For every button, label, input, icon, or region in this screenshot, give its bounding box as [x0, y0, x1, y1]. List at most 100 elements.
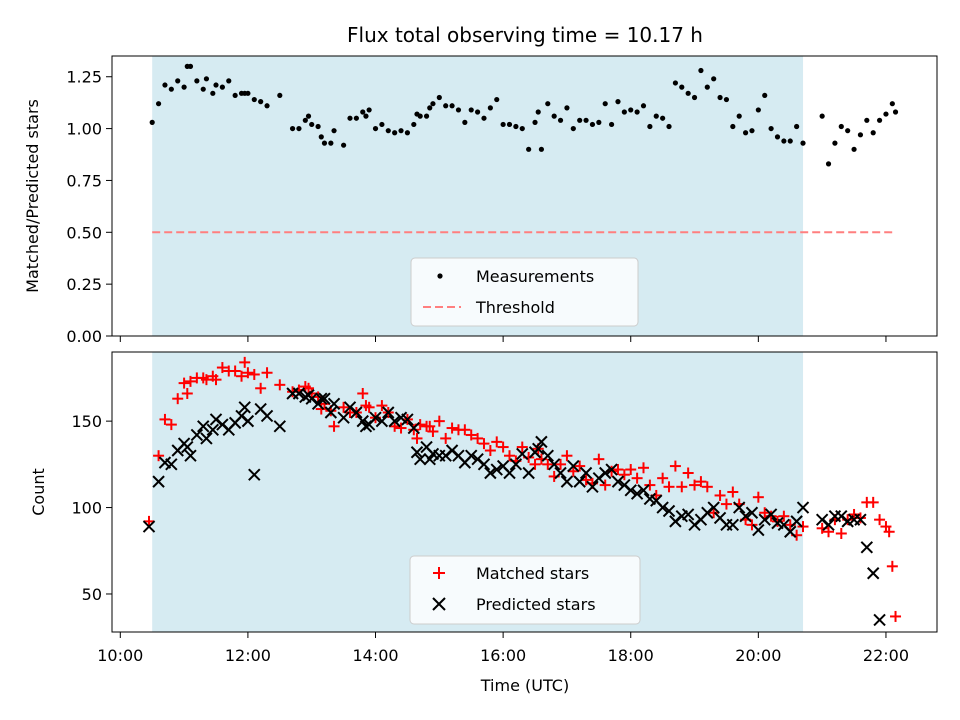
predicted-star-point [273, 420, 287, 433]
measurement-point [296, 125, 302, 132]
measurement-point [277, 92, 283, 99]
predicted-star-point [732, 501, 746, 514]
measurement-point [832, 140, 838, 146]
measurement-point [621, 109, 627, 115]
matched-star-point [478, 438, 490, 450]
matched-star-point [599, 479, 611, 491]
predicted-star-point [190, 428, 204, 442]
measurement-point [723, 96, 730, 103]
top-y-axis: 0.00 0.25 0.50 0.75 1.00 1.25 [66, 68, 112, 346]
matched-star-point [618, 469, 630, 481]
measurement-point [321, 140, 328, 146]
measurement-point [685, 90, 691, 96]
predicted-star-point [611, 475, 625, 488]
predicted-star-point [745, 506, 759, 519]
predicted-star-point [605, 463, 618, 476]
measurement-point [876, 117, 883, 123]
top-y-label: Matched/Predicted stars [23, 99, 42, 293]
matched-star-point [625, 464, 637, 476]
matched-star-point [890, 610, 902, 622]
measurement-point [557, 117, 564, 123]
predicted-star-point [248, 468, 261, 481]
measurement-point [331, 128, 337, 134]
bottom-panel: 50 100 150 10:00 12:00 14:00 16:00 18:00 20:00 2… [29, 351, 938, 695]
measurement-point [892, 109, 899, 115]
measurement-point [309, 121, 315, 128]
measurement-point [302, 117, 308, 123]
matched-star-point [883, 526, 895, 538]
predicted-star-point [624, 484, 637, 497]
measurement-point [411, 121, 417, 128]
measurement-point [200, 86, 206, 92]
measurement-point [213, 82, 219, 88]
predicted-star-point [388, 414, 401, 428]
measurement-point [468, 107, 474, 113]
measurement-point [162, 82, 168, 88]
predicted-star-point [465, 449, 478, 462]
measurement-point [704, 84, 710, 90]
predicted-star-point [516, 447, 529, 461]
matched-star-point [184, 375, 196, 387]
legend-predicted-label: Predicted stars [476, 595, 596, 614]
measurement-point [318, 134, 324, 140]
predicted-star-point [796, 501, 810, 514]
measurement-point [385, 128, 391, 134]
matched-star-point [669, 460, 681, 472]
measurement-point [475, 109, 481, 115]
matched-star-point [472, 432, 484, 444]
legend-measurements-label: Measurements [476, 267, 594, 286]
measurement-point [251, 96, 257, 103]
measurement-point [615, 99, 621, 105]
matched-star-point [612, 464, 624, 476]
matched-star-point [637, 462, 649, 474]
measurement-point [226, 78, 232, 84]
matched-star-point [746, 519, 758, 531]
measurement-point [245, 90, 251, 96]
measurements-series [149, 63, 899, 167]
matched-star-point [210, 374, 222, 386]
measurement-point [149, 119, 155, 125]
measurement-point [519, 125, 525, 132]
measurement-point [570, 125, 576, 132]
measurement-point [187, 63, 194, 69]
matched-star-point [491, 436, 503, 448]
measurement-point [532, 119, 538, 125]
measurement-point [736, 113, 742, 119]
measurement-point [328, 140, 334, 146]
matched-star-point [689, 479, 701, 491]
x-tick-label: 18:00 [608, 646, 654, 665]
measurement-point [889, 101, 895, 107]
measurement-point [857, 132, 864, 138]
predicted-star-point [656, 501, 669, 514]
predicted-star-point [200, 432, 213, 445]
measurement-point [551, 113, 557, 119]
predicted-star-point [369, 411, 382, 424]
predicted-star-point [579, 466, 593, 480]
measurement-point [315, 123, 321, 130]
measurement-point [583, 117, 589, 123]
top-panel: 0.00 0.25 0.50 0.75 1.00 1.25 Matched/Predict… [23, 55, 938, 346]
measurement-point [883, 111, 889, 117]
bottom-y-label: Count [29, 468, 48, 516]
measurement-point [564, 105, 570, 111]
measurement-point [513, 123, 519, 130]
measurement-point [698, 67, 704, 74]
measurement-point [417, 113, 423, 119]
matched-star-point [714, 489, 726, 501]
measurement-point [427, 105, 433, 111]
predicted-star-point [681, 508, 695, 521]
predicted-star-point [547, 458, 561, 471]
measurement-point [526, 146, 532, 152]
y-tick-label: 0.75 [66, 171, 102, 190]
measurement-point [258, 99, 264, 105]
legend-measurements-marker [437, 273, 443, 279]
measurement-point [768, 125, 774, 132]
predicted-star-point [535, 435, 548, 449]
predicted-star-point [503, 466, 516, 480]
matched-star-point [459, 424, 471, 436]
measurement-point [825, 161, 832, 167]
measurement-point [545, 101, 551, 107]
y-tick-label: 0.00 [66, 327, 102, 346]
predicted-star-point [413, 452, 427, 466]
measurement-point [232, 92, 238, 99]
